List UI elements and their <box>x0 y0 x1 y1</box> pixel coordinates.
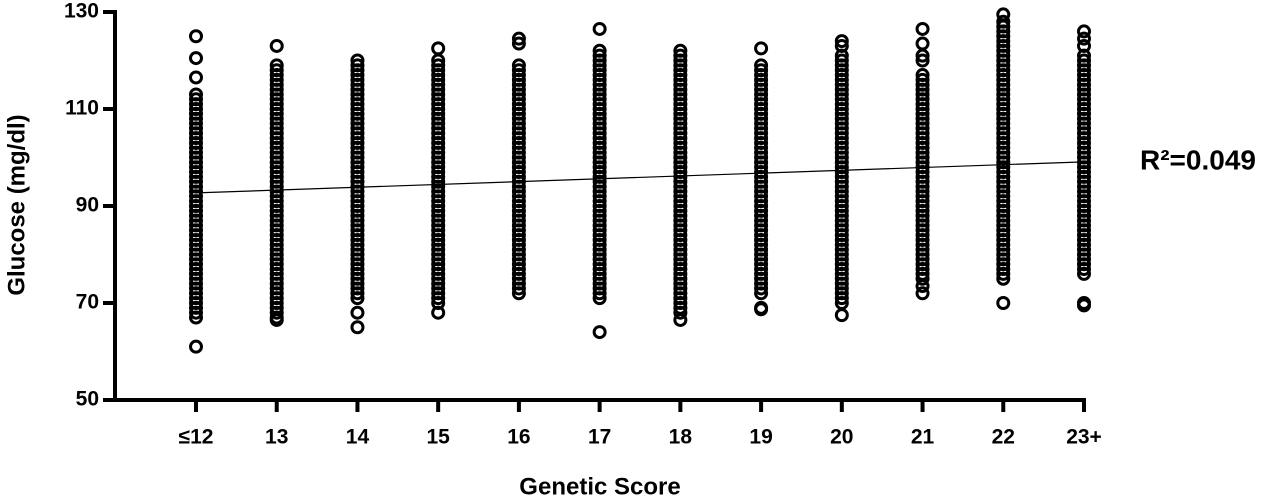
data-point <box>834 34 849 49</box>
fit-line <box>195 161 1085 194</box>
data-point <box>592 48 607 63</box>
x-tick-label: 16 <box>507 426 530 449</box>
data-point <box>915 48 930 63</box>
y-axis-label: Glucose (mg/dl) <box>3 114 30 295</box>
y-tick-label: 70 <box>76 291 99 314</box>
data-point <box>350 58 365 73</box>
data-point <box>189 51 203 66</box>
data-point <box>915 286 930 301</box>
y-tick-label: 110 <box>65 97 99 120</box>
data-point <box>269 38 284 53</box>
data-point <box>350 320 365 335</box>
data-point <box>996 7 1011 22</box>
data-point <box>1077 24 1091 39</box>
data-point <box>592 21 607 36</box>
data-point <box>754 41 769 56</box>
data-point <box>269 58 284 73</box>
x-tick-label: 14 <box>346 426 370 449</box>
x-tick-label: 17 <box>588 426 611 449</box>
x-tick-label: 21 <box>911 426 935 449</box>
data-point <box>269 63 284 78</box>
data-point <box>189 310 203 325</box>
data-point <box>834 308 849 323</box>
y-tick-label: 50 <box>76 388 99 411</box>
data-point <box>915 279 930 294</box>
x-tick-label: 22 <box>992 426 1015 449</box>
data-point <box>189 87 203 102</box>
data-point <box>1077 38 1091 53</box>
data-point <box>189 70 203 85</box>
data-point <box>754 302 769 317</box>
y-tick-label: 90 <box>76 194 99 217</box>
annotation: R²=0.049 <box>1140 144 1256 175</box>
x-axis-label: Genetic Score <box>519 473 680 500</box>
data-point <box>511 36 526 51</box>
data-point <box>996 14 1011 29</box>
y-tick-label: 130 <box>64 0 99 23</box>
data-point <box>592 291 607 306</box>
x-tick-label: 13 <box>265 426 288 449</box>
data-point <box>1077 53 1091 68</box>
data-point <box>431 305 446 320</box>
data-point <box>673 312 688 327</box>
data-point <box>1077 31 1091 46</box>
x-tick-label: ≤12 <box>179 426 214 449</box>
data-point <box>431 41 446 56</box>
x-tick-label: 20 <box>830 426 853 449</box>
data-point <box>673 48 688 63</box>
data-point <box>915 53 930 68</box>
data-point <box>269 312 284 327</box>
data-point <box>915 21 930 36</box>
data-point <box>350 305 365 320</box>
data-point <box>673 43 688 58</box>
data-point <box>754 63 769 78</box>
data-point <box>834 53 849 68</box>
data-point <box>1077 298 1091 313</box>
x-tick-label: 15 <box>427 426 451 449</box>
data-point <box>915 36 930 51</box>
data-point <box>431 58 446 73</box>
data-point <box>996 296 1011 310</box>
data-point <box>754 58 769 73</box>
data-point <box>915 68 930 83</box>
x-tick-label: 18 <box>669 426 693 449</box>
data-point <box>511 58 526 73</box>
data-point <box>189 29 203 44</box>
data-point <box>834 38 849 53</box>
data-point <box>915 72 930 87</box>
data-point <box>592 43 607 58</box>
data-point <box>189 339 203 354</box>
x-tick-label: 19 <box>749 426 772 449</box>
data-point <box>511 63 526 78</box>
data-point <box>350 53 365 68</box>
data-point <box>592 325 607 340</box>
x-tick-label: 23+ <box>1066 426 1102 449</box>
data-point <box>189 92 203 107</box>
data-point <box>511 31 526 46</box>
